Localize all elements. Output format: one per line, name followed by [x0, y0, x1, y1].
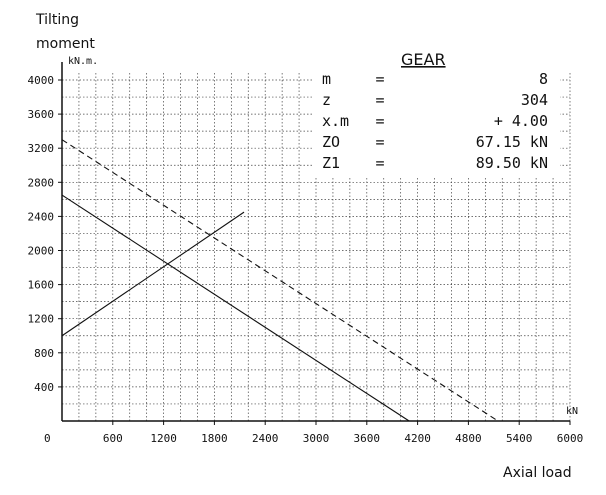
- x-axis-title: Axial load: [503, 465, 572, 481]
- gear-param-equals: =: [375, 70, 384, 88]
- series-line-dashed: [61, 139, 499, 422]
- x-tick-label: 4200: [404, 432, 431, 445]
- x-tick-label: 2400: [252, 432, 279, 445]
- gear-param-value: 304: [521, 91, 548, 109]
- series-line-solid: [61, 211, 245, 337]
- y-tick-label: 2400: [28, 210, 55, 223]
- y-axis-title-line2: moment: [36, 36, 95, 52]
- y-tick-label: 2000: [28, 245, 55, 258]
- y-tick-label: 2800: [28, 176, 55, 189]
- gear-param-name: ZO: [322, 133, 340, 151]
- x-tick-label: 1200: [150, 432, 177, 445]
- gear-table-background: [312, 46, 560, 176]
- x-tick-label: 600: [103, 432, 123, 445]
- gear-param-name: m: [322, 70, 331, 88]
- y-tick-label: 400: [34, 381, 54, 394]
- y-tick-label: 3200: [28, 142, 55, 155]
- x-tick-label: 5400: [506, 432, 533, 445]
- gear-param-name: x.m: [322, 112, 349, 130]
- y-tick-label: 4000: [28, 74, 55, 87]
- y-axis-title-line1: Tilting: [35, 12, 79, 28]
- x-tick-label: 6000: [557, 432, 584, 445]
- x-tick-label: 1800: [201, 432, 228, 445]
- series-line-solid: [61, 194, 410, 422]
- y-tick-label: 1200: [28, 313, 55, 326]
- gear-param-value: 89.50 kN: [476, 154, 548, 172]
- gear-param-name: Z1: [322, 154, 340, 172]
- gear-table: GEAR m = 8 z = 304 x.m = + 4.00 ZO = 67.15 kN Z1 = 89.…: [322, 50, 548, 172]
- y-tick-labels: 400 800 1200 1600 2000 2400 2800 3200 3600 4000: [28, 74, 62, 394]
- gear-param-value: 67.15 kN: [476, 133, 548, 151]
- gear-table-title: GEAR: [401, 50, 446, 69]
- gear-param-equals: =: [375, 154, 384, 172]
- x-tick-label: 3000: [303, 432, 330, 445]
- y-tick-label: 1600: [28, 279, 55, 292]
- gear-param-equals: =: [375, 91, 384, 109]
- origin-label: 0: [44, 432, 51, 445]
- series-lines: [61, 139, 499, 422]
- x-tick-labels: 600 1200 1800 2400 3000 3600 4200 4800 5400 6000: [103, 421, 583, 445]
- gear-param-value: 8: [539, 70, 548, 88]
- y-axis-unit: kN.m.: [68, 56, 98, 67]
- gear-param-name: z: [322, 91, 331, 109]
- y-tick-label: 3600: [28, 108, 55, 121]
- gear-param-value: + 4.00: [494, 112, 548, 130]
- x-tick-label: 3600: [354, 432, 381, 445]
- gear-param-equals: =: [375, 112, 384, 130]
- y-tick-label: 800: [34, 347, 54, 360]
- x-axis-unit: kN: [566, 406, 578, 417]
- gear-param-equals: =: [375, 133, 384, 151]
- x-tick-label: 4800: [455, 432, 482, 445]
